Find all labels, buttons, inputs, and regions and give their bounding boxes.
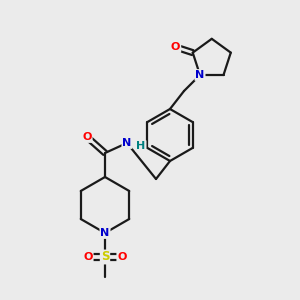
Text: O: O (83, 252, 93, 262)
Text: S: S (101, 250, 109, 263)
Text: N: N (122, 138, 132, 148)
Text: O: O (117, 252, 127, 262)
Text: N: N (100, 228, 109, 238)
Text: O: O (171, 42, 180, 52)
Text: O: O (82, 132, 92, 142)
Text: H: H (136, 141, 146, 151)
Text: N: N (195, 70, 205, 80)
